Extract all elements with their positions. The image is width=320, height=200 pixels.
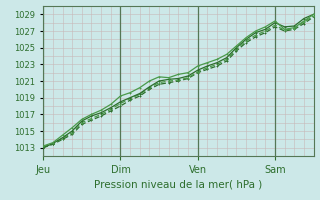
X-axis label: Pression niveau de la mer( hPa ): Pression niveau de la mer( hPa ) [94,179,262,189]
